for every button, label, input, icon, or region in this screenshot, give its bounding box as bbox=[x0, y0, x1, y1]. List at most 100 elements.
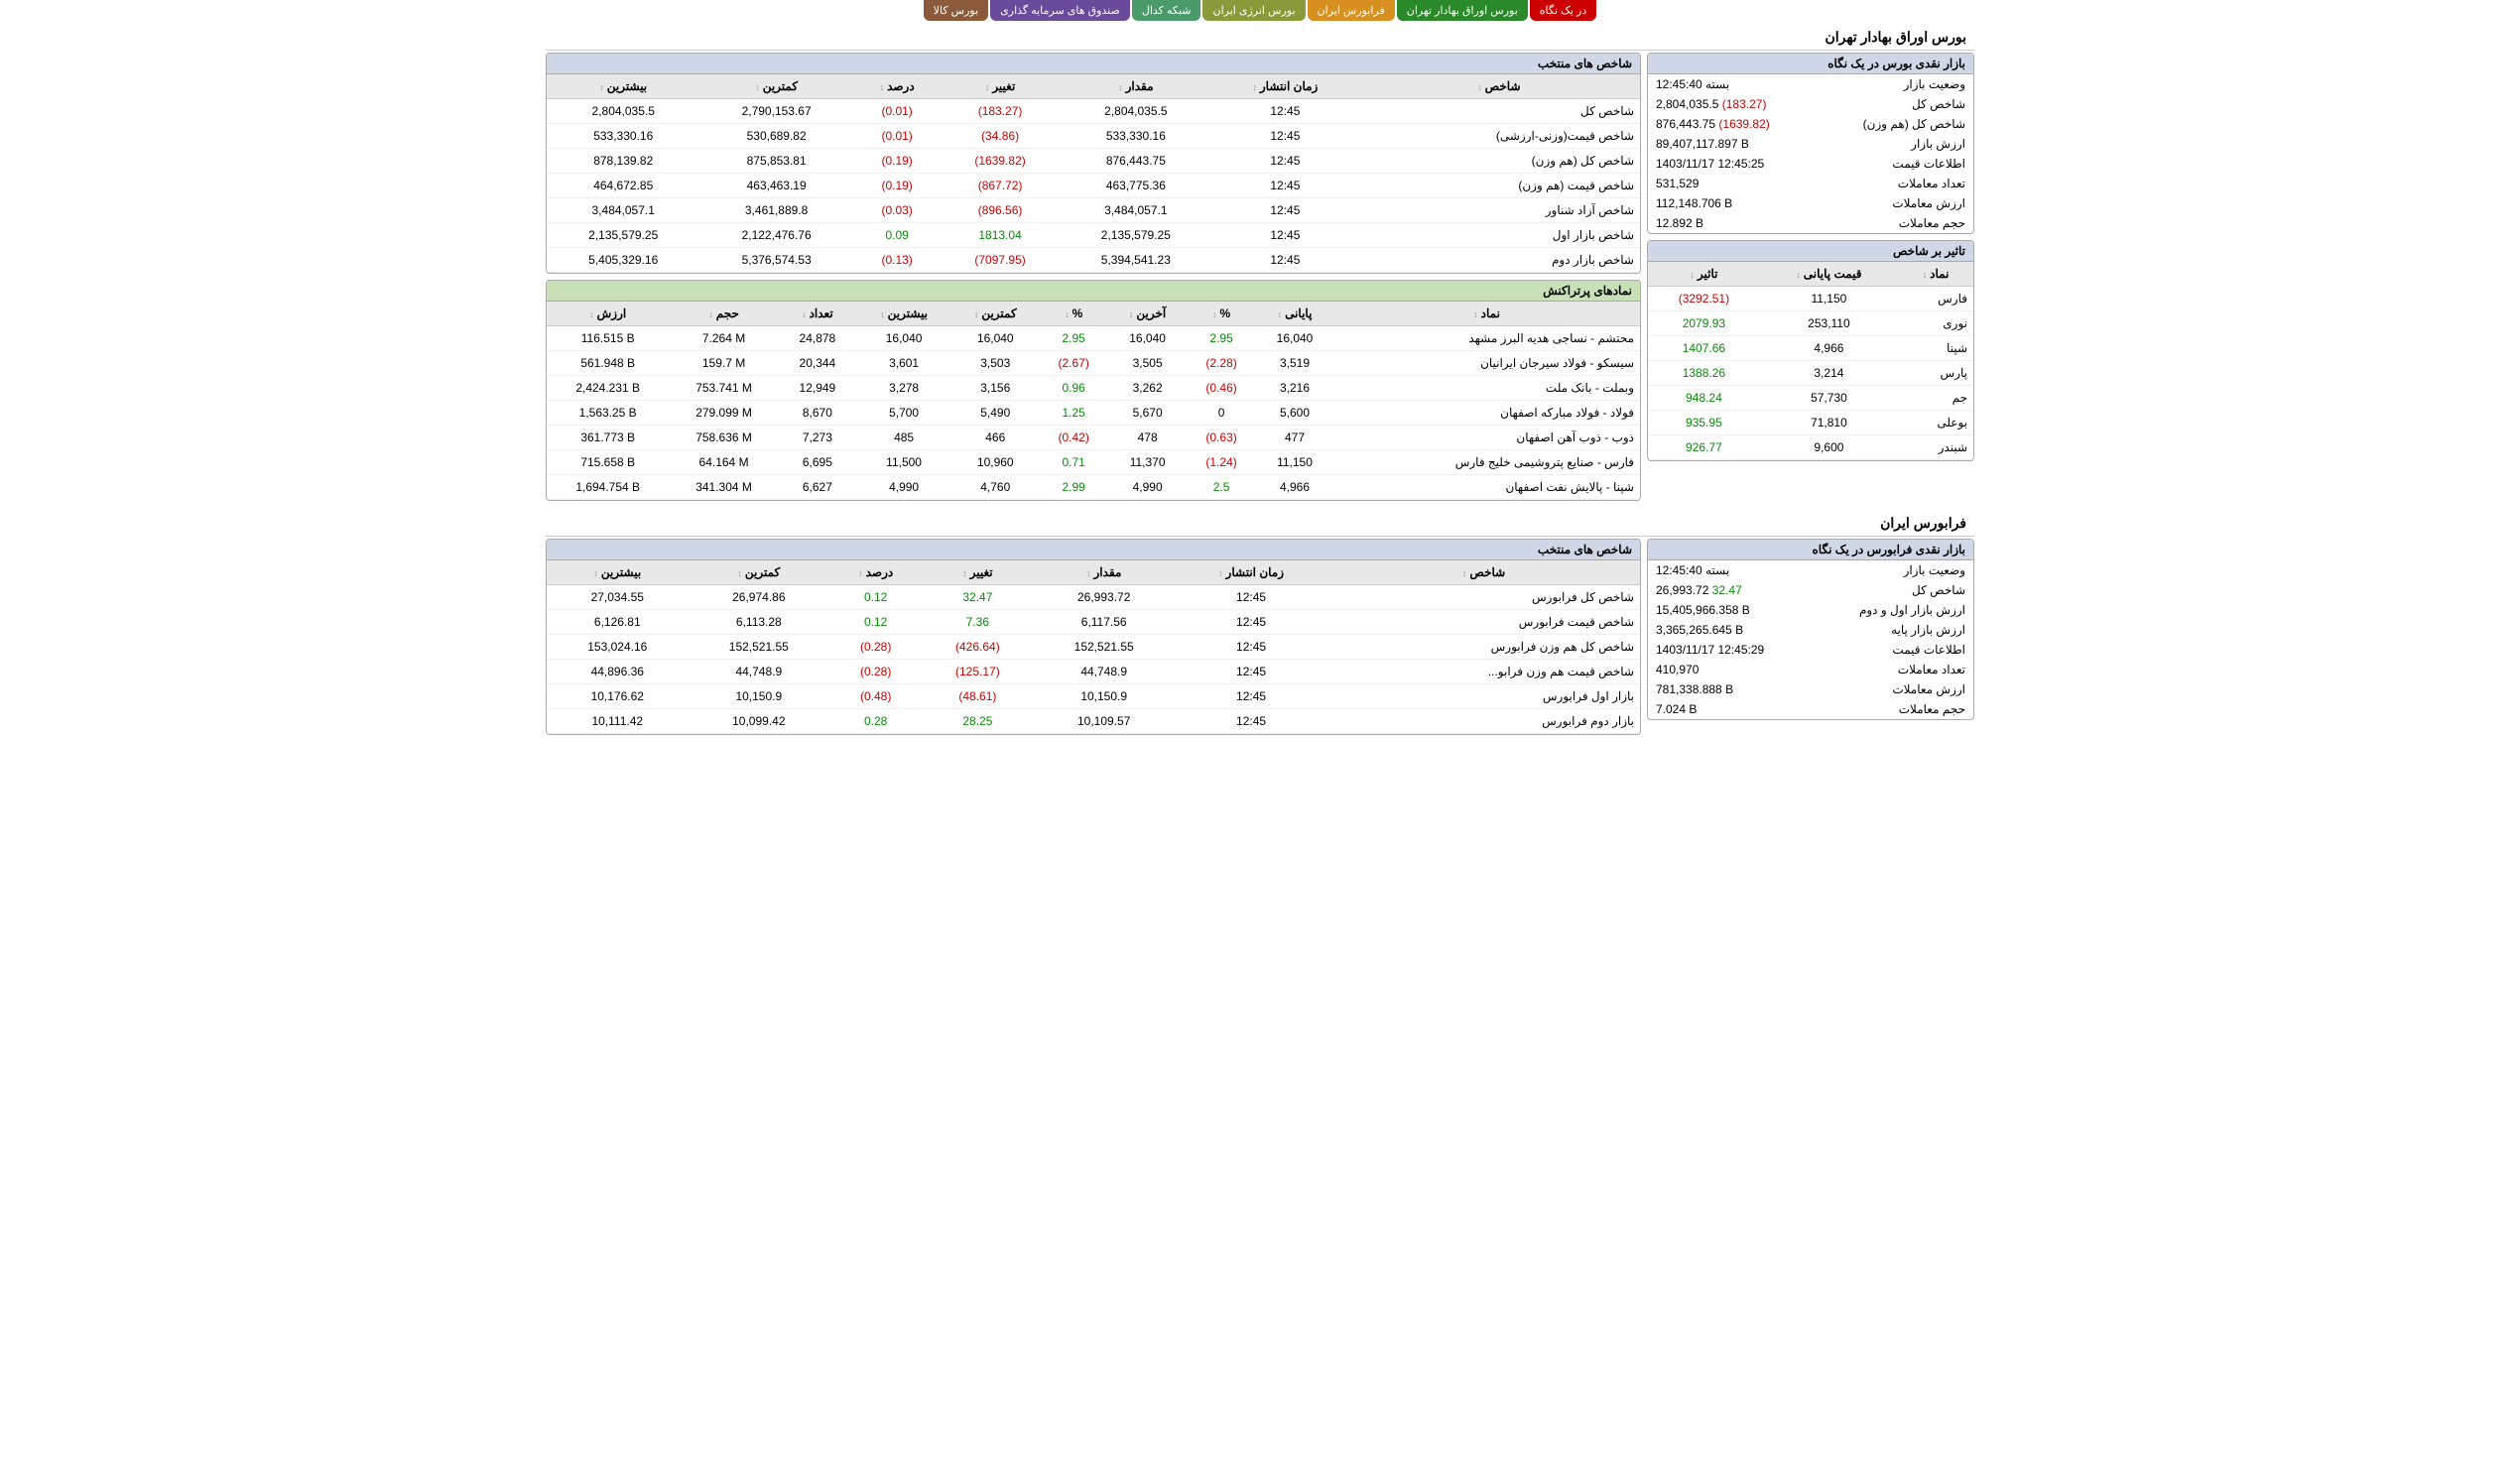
cell: 6,695 bbox=[779, 450, 856, 475]
kv-row: شاخص کل2,804,035.5 (183.27) bbox=[1648, 94, 1973, 114]
cell: 715.658 B bbox=[547, 450, 669, 475]
kv-label: تعداد معاملات bbox=[1898, 177, 1965, 190]
cell: 6,117.56 bbox=[1033, 610, 1175, 635]
kv-value: بسته 12:45:40 bbox=[1656, 77, 1729, 91]
table-row[interactable]: شاخص قیمت فرابورس12:456,117.567.360.126,… bbox=[547, 610, 1640, 635]
cell: 3,156 bbox=[951, 376, 1039, 401]
col-header[interactable]: کمترین bbox=[689, 560, 830, 585]
table-row[interactable]: فولاد - فولاد مبارکه اصفهان5,60005,6701.… bbox=[547, 401, 1640, 426]
table-row[interactable]: جم57,730948.24 bbox=[1648, 386, 1973, 411]
col-header[interactable]: % bbox=[1187, 302, 1256, 326]
col-header[interactable]: ارزش bbox=[547, 302, 669, 326]
table-row[interactable]: شاخص کل (هم وزن)12:45876,443.75(1639.82)… bbox=[547, 149, 1640, 174]
table-row[interactable]: محتشم - نساجی هدیه البرز مشهد16,0402.951… bbox=[547, 326, 1640, 351]
table-row[interactable]: شپنا - پالایش نفت اصفهان4,9662.54,9902.9… bbox=[547, 475, 1640, 500]
tse-impact-header: تاثیر بر شاخص bbox=[1648, 241, 1973, 262]
fara-indices-table: شاخصزمان انتشارمقدارتغییردرصدکمترینبیشتر… bbox=[547, 560, 1640, 734]
cell: 12:45 bbox=[1175, 684, 1327, 709]
tab-tab-purple[interactable]: صندوق های سرمایه گذاری bbox=[990, 0, 1130, 21]
tab-tab-orange[interactable]: فرابورس ایران bbox=[1308, 0, 1395, 21]
tse-glance-panel: بازار نقدی بورس در یک نگاه وضعیت بازاربس… bbox=[1647, 53, 1974, 234]
table-row[interactable]: شبندر9,600926.77 bbox=[1648, 435, 1973, 460]
col-header[interactable]: % bbox=[1039, 302, 1108, 326]
col-header[interactable]: آخرین bbox=[1108, 302, 1187, 326]
col-header[interactable]: تغییر bbox=[941, 74, 1059, 99]
cell: 44,748.9 bbox=[689, 660, 830, 684]
table-row[interactable]: شاخص کل هم وزن فرابورس12:45152,521.55(42… bbox=[547, 635, 1640, 660]
col-header[interactable]: تعداد bbox=[779, 302, 856, 326]
table-row[interactable]: پارس3,2141388.26 bbox=[1648, 361, 1973, 386]
tab-tab-teal[interactable]: شبکه کدال bbox=[1132, 0, 1201, 21]
cell: 3,214 bbox=[1760, 361, 1898, 386]
tse-impact-table: نمادقیمت پایانیتاثیر فارس11,150(3292.51)… bbox=[1648, 262, 1973, 460]
tse-top-panel: نمادهای پرتراکنش نمادپایانی%آخرین%کمترین… bbox=[546, 280, 1641, 501]
col-header[interactable]: قیمت پایانی bbox=[1760, 262, 1898, 287]
tab-tab-brown[interactable]: بورس کالا bbox=[924, 0, 988, 21]
kv-row: وضعیت بازاربسته 12:45:40 bbox=[1648, 74, 1973, 94]
table-row[interactable]: شاخص آزاد شناور12:453,484,057.1(896.56)(… bbox=[547, 198, 1640, 223]
table-row[interactable]: بوعلی71,810935.95 bbox=[1648, 411, 1973, 435]
cell: شاخص کل هم وزن فرابورس bbox=[1327, 635, 1640, 660]
cell: 159.7 M bbox=[669, 351, 778, 376]
tab-tab-olive[interactable]: بورس انرژی ایران bbox=[1202, 0, 1305, 21]
cell: 2,135,579.25 bbox=[547, 223, 699, 248]
kv-label: شاخص کل bbox=[1912, 97, 1965, 111]
table-row[interactable]: شاخص بازار دوم12:455,394,541.23(7097.95)… bbox=[547, 248, 1640, 273]
cell: 2.95 bbox=[1039, 326, 1108, 351]
cell: 1,563.25 B bbox=[547, 401, 669, 426]
cell: 11,500 bbox=[856, 450, 951, 475]
tab-tab-green[interactable]: بورس اوراق بهادار تهران bbox=[1397, 0, 1528, 21]
col-header[interactable]: درصد bbox=[829, 560, 922, 585]
cell: 3,278 bbox=[856, 376, 951, 401]
cell: 9,600 bbox=[1760, 435, 1898, 460]
col-header[interactable]: مقدار bbox=[1060, 74, 1212, 99]
table-row[interactable]: شاخص بازار اول12:452,135,579.251813.040.… bbox=[547, 223, 1640, 248]
col-header[interactable]: حجم bbox=[669, 302, 778, 326]
table-row[interactable]: فارس11,150(3292.51) bbox=[1648, 287, 1973, 311]
cell: بازار دوم فرابورس bbox=[1327, 709, 1640, 734]
cell: 279.099 M bbox=[669, 401, 778, 426]
tab-tab-red[interactable]: در یک نگاه bbox=[1530, 0, 1596, 21]
col-header[interactable]: بیشترین bbox=[547, 74, 699, 99]
table-row[interactable]: ذوب - ذوب آهن اصفهان477(0.63)478(0.42)46… bbox=[547, 426, 1640, 450]
table-row[interactable]: فارس - صنایع پتروشیمی خلیج فارس11,150(1.… bbox=[547, 450, 1640, 475]
kv-row: حجم معاملات7.024 B bbox=[1648, 699, 1973, 719]
cell: (0.13) bbox=[853, 248, 942, 273]
table-row[interactable]: سیسکو - فولاد سیرجان ایرانیان3,519(2.28)… bbox=[547, 351, 1640, 376]
cell: 12,949 bbox=[779, 376, 856, 401]
table-row[interactable]: شپنا4,9661407.66 bbox=[1648, 336, 1973, 361]
cell: 4,966 bbox=[1256, 475, 1333, 500]
table-row[interactable]: بازار اول فرابورس12:4510,150.9(48.61)(0.… bbox=[547, 684, 1640, 709]
col-header[interactable]: کمترین bbox=[951, 302, 1039, 326]
col-header[interactable]: زمان انتشار bbox=[1212, 74, 1358, 99]
kv-value: 3,365,265.645 B bbox=[1656, 623, 1743, 637]
cell: 12:45 bbox=[1212, 99, 1358, 124]
cell: 16,040 bbox=[951, 326, 1039, 351]
col-header[interactable]: درصد bbox=[853, 74, 942, 99]
table-row[interactable]: شاخص کل12:452,804,035.5(183.27)(0.01)2,7… bbox=[547, 99, 1640, 124]
col-header[interactable]: تاثیر bbox=[1648, 262, 1760, 287]
table-row[interactable]: نوری253,1102079.93 bbox=[1648, 311, 1973, 336]
col-header[interactable]: بیشترین bbox=[856, 302, 951, 326]
col-header[interactable]: کمترین bbox=[699, 74, 852, 99]
col-header[interactable]: زمان انتشار bbox=[1175, 560, 1327, 585]
col-header[interactable]: شاخص bbox=[1358, 74, 1640, 99]
table-row[interactable]: بازار دوم فرابورس12:4510,109.5728.250.28… bbox=[547, 709, 1640, 734]
col-header[interactable]: پایانی bbox=[1256, 302, 1333, 326]
cell: 4,760 bbox=[951, 475, 1039, 500]
kv-value: 112,148.706 B bbox=[1656, 196, 1732, 210]
col-header[interactable]: نماد bbox=[1898, 262, 1973, 287]
table-row[interactable]: شاخص قیمت (هم وزن)12:45463,775.36(867.72… bbox=[547, 174, 1640, 198]
table-row[interactable]: شاخص قیمت هم وزن فرابو...12:4544,748.9(1… bbox=[547, 660, 1640, 684]
cell: 2,804,035.5 bbox=[1060, 99, 1212, 124]
col-header[interactable]: مقدار bbox=[1033, 560, 1175, 585]
col-header[interactable]: تغییر bbox=[922, 560, 1033, 585]
col-header[interactable]: نماد bbox=[1333, 302, 1640, 326]
table-row[interactable]: شاخص قیمت(وزنی-ارزشی)12:45533,330.16(34.… bbox=[547, 124, 1640, 149]
table-row[interactable]: وبملت - بانک ملت3,216(0.46)3,2620.963,15… bbox=[547, 376, 1640, 401]
table-row[interactable]: شاخص کل فرابورس12:4526,993.7232.470.1226… bbox=[547, 585, 1640, 610]
cell: شاخص بازار اول bbox=[1358, 223, 1640, 248]
cell: 0.09 bbox=[853, 223, 942, 248]
col-header[interactable]: بیشترین bbox=[547, 560, 689, 585]
col-header[interactable]: شاخص bbox=[1327, 560, 1640, 585]
